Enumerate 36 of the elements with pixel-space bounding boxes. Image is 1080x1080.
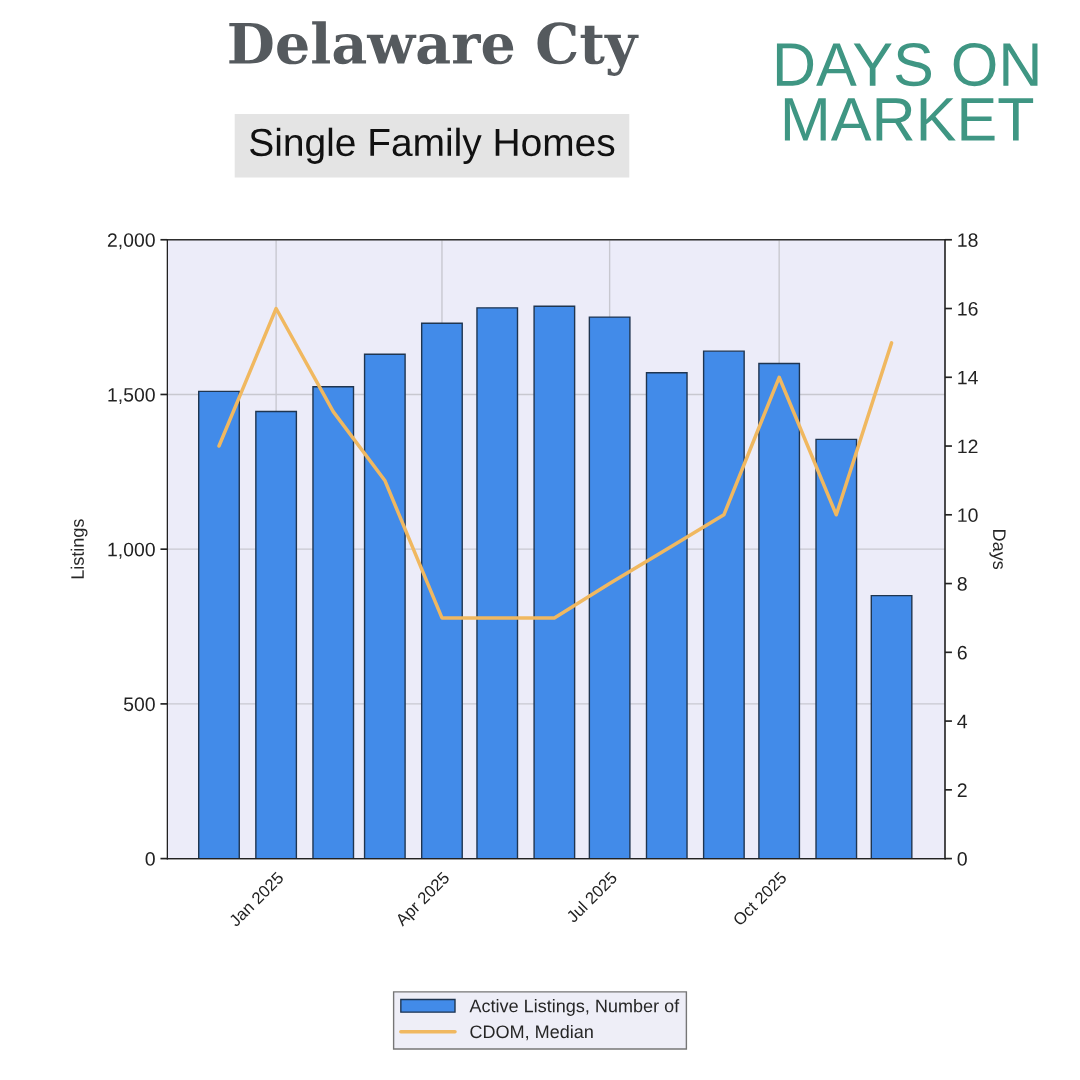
y2-tick-label: 2	[957, 783, 967, 797]
legend-label: CDOM, Median	[470, 1024, 593, 1041]
bar	[870, 594, 913, 859]
y-tick-label: 1,000	[108, 542, 155, 559]
y2-tick-label: 16	[958, 301, 978, 316]
y-axis-title: Listings	[70, 519, 88, 579]
y2-tick-label: 0	[957, 852, 967, 866]
bar	[645, 372, 688, 859]
line-series	[217, 306, 894, 620]
y2-axis-title: Days	[989, 530, 1006, 570]
bar	[198, 390, 240, 859]
y2-tick-label: 14	[958, 370, 978, 385]
y-tick-label: 0	[145, 852, 155, 866]
bar	[255, 410, 298, 859]
y2-tick-label: 10	[958, 508, 978, 523]
y-tick-label: 2,000	[107, 233, 155, 250]
bar	[363, 353, 406, 859]
y2-tick-label: 8	[957, 577, 967, 591]
bar	[588, 316, 631, 859]
y-tick-label: 1,500	[108, 387, 155, 404]
y-tick-label: 500	[123, 697, 155, 712]
bar	[312, 386, 355, 859]
chart-subtitle: Single Family Homes	[250, 127, 615, 164]
y2-tick-label: 18	[958, 233, 978, 247]
text: DAYS ON MARKET	[776, 42, 1038, 141]
bar	[476, 307, 519, 859]
bar	[758, 362, 801, 859]
bar	[702, 350, 745, 859]
legend-label: Active Listings, Number of	[469, 999, 680, 1016]
bar	[420, 322, 463, 859]
chart-title: Delaware Cty	[229, 21, 639, 76]
bar	[815, 438, 858, 859]
y2-tick-label: 4	[957, 714, 968, 729]
bar	[533, 305, 576, 859]
y2-tick-label: 12	[958, 439, 978, 454]
y2-tick-label: 6	[957, 645, 967, 660]
